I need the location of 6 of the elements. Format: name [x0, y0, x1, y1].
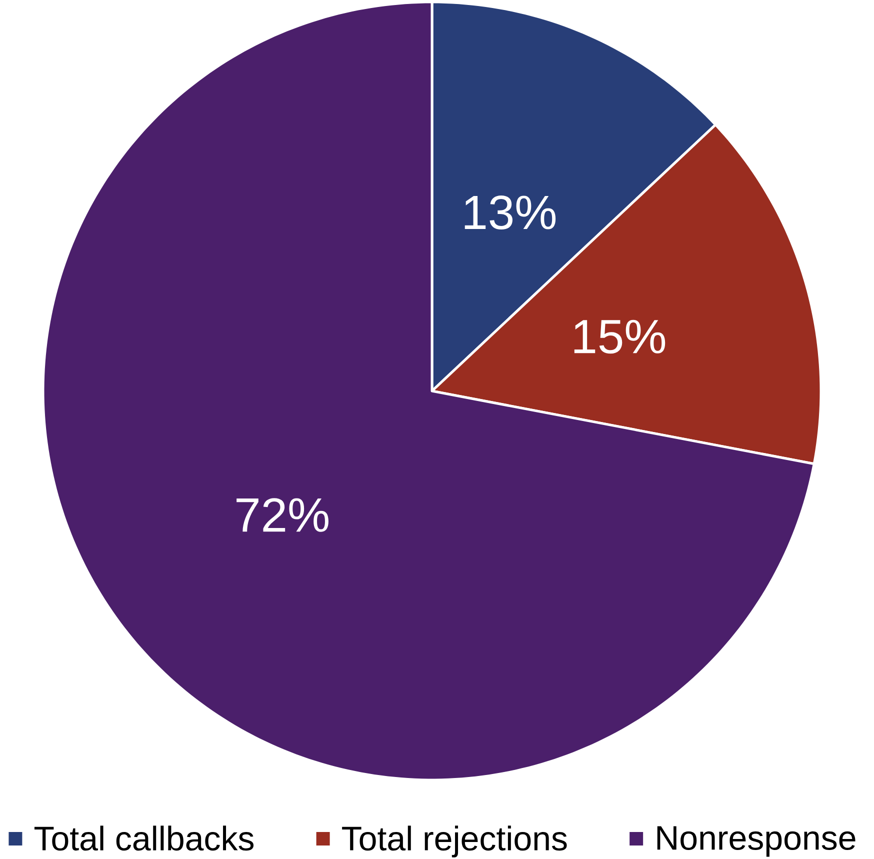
- data-label: 15%: [574, 320, 666, 354]
- data-label: 13%: [464, 195, 556, 230]
- legend-label: Total callbacks: [34, 826, 254, 851]
- legend-label: Total rejections: [342, 826, 567, 858]
- data-label: 72%: [236, 498, 328, 532]
- legend-label: Nonresponse: [657, 826, 856, 857]
